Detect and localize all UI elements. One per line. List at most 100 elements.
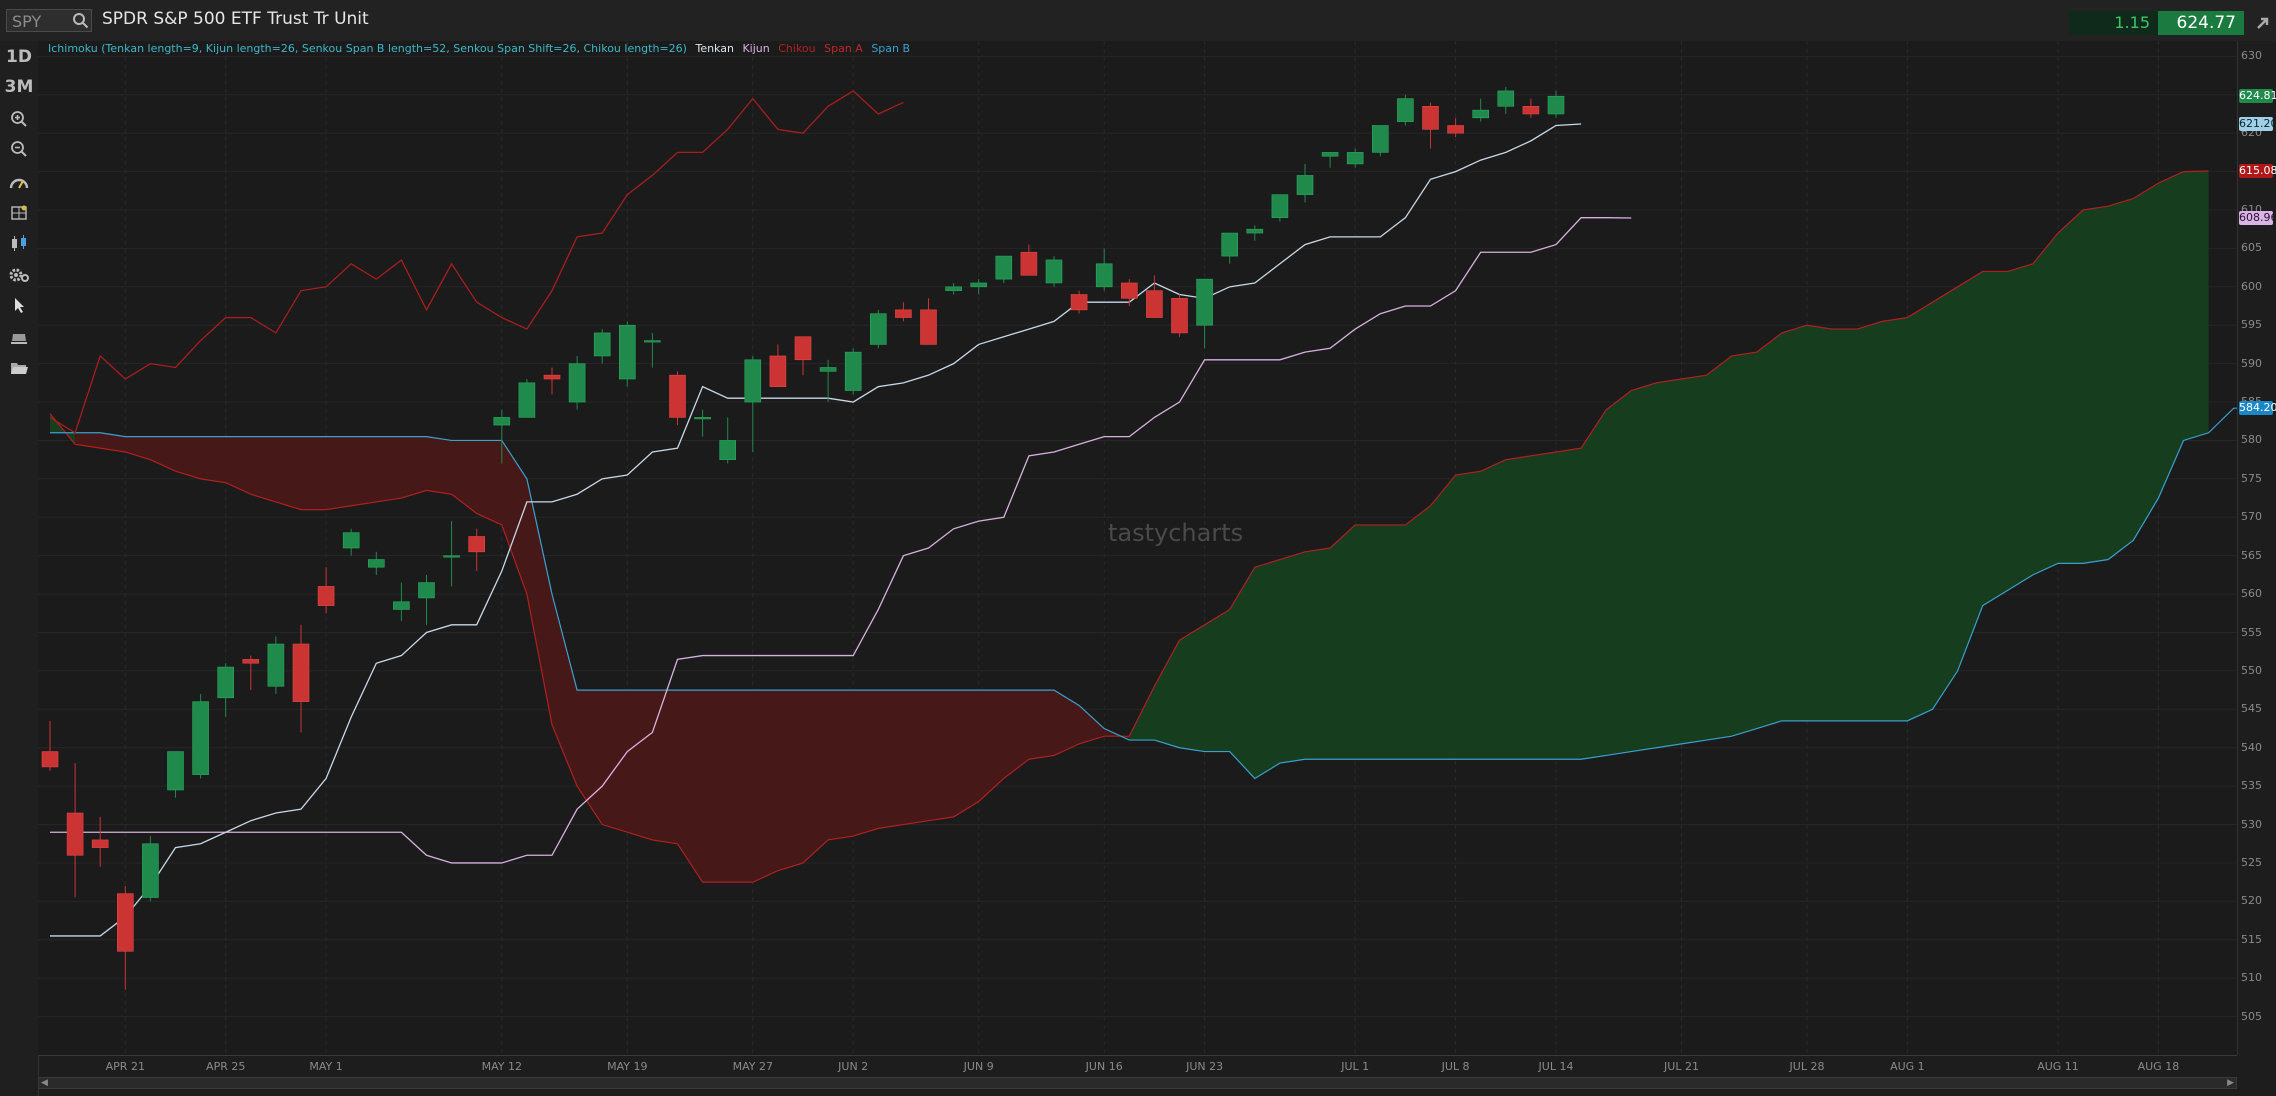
candlestick-icon[interactable]: [4, 231, 34, 255]
x-tick-label: AUG 11: [2037, 1060, 2079, 1073]
candle: [317, 567, 335, 614]
y-tick-label: 560: [2241, 587, 2262, 601]
candle: [1472, 98, 1489, 122]
price-axis[interactable]: 505 510 515 520 525 530 535 540 545 550 555 560 565 5…: [2237, 41, 2276, 1055]
legend-tenkan: Tenkan: [695, 42, 734, 55]
search-icon[interactable]: [72, 12, 89, 29]
candle: [1296, 163, 1314, 203]
settings-gears-icon[interactable]: [4, 263, 34, 287]
candle: [117, 886, 134, 990]
candle: [618, 321, 636, 387]
candle-body: [694, 417, 711, 420]
zoom-in-icon[interactable]: [4, 107, 34, 131]
candle: [493, 409, 511, 464]
y-tick-label: 520: [2241, 894, 2262, 908]
candle-body: [41, 751, 59, 768]
symbol-input[interactable]: SPY: [6, 9, 92, 32]
y-tick-label: 550: [2241, 663, 2262, 677]
candle-body: [1321, 152, 1339, 157]
zoom-out-icon[interactable]: [4, 137, 34, 161]
scroll-left-icon[interactable]: ◀: [41, 1078, 48, 1088]
candle-body: [1296, 175, 1314, 195]
candle: [91, 816, 109, 867]
candle-body: [970, 282, 988, 288]
candle-body: [869, 313, 887, 345]
x-tick-label: MAY 12: [481, 1060, 522, 1073]
span-a-line: [49, 170, 2209, 883]
candle: [769, 344, 787, 387]
legend-span-a: Span A: [824, 42, 863, 55]
candle-body: [618, 324, 636, 380]
candle-body: [242, 659, 260, 664]
legend-study-params: Ichimoku (Tenkan length=9, Kijun length=…: [48, 42, 687, 55]
candle-body: [1447, 125, 1464, 134]
candle-body: [142, 843, 159, 898]
cursor-arrow-icon[interactable]: [4, 293, 34, 317]
symbol-text: SPY: [12, 12, 42, 31]
gauge-icon[interactable]: [4, 171, 34, 195]
candle-body: [593, 332, 611, 357]
candle: [1121, 279, 1138, 307]
candle-body: [1020, 251, 1038, 276]
candle-body: [167, 751, 184, 791]
candle: [719, 417, 737, 464]
candle: [1020, 244, 1038, 276]
period-3m-button[interactable]: 3M: [4, 77, 34, 97]
y-tick-label: 545: [2241, 702, 2262, 716]
candle-body: [393, 601, 410, 610]
candle-body: [568, 363, 586, 403]
candle-body: [267, 643, 285, 687]
chart-scrollbar[interactable]: ◀ ▶: [38, 1077, 2237, 1089]
candle: [543, 367, 561, 395]
candle: [267, 636, 285, 694]
candle-body: [1070, 294, 1088, 311]
y-tick-label: 555: [2241, 625, 2262, 639]
y-tick-label: 580: [2241, 433, 2262, 447]
candle: [970, 279, 988, 295]
candle: [744, 355, 762, 452]
scroll-right-icon[interactable]: ▶: [2227, 1078, 2234, 1088]
candle: [920, 298, 937, 345]
candle: [1346, 148, 1364, 168]
candle-body: [1045, 259, 1063, 284]
y-tick-label: 600: [2241, 279, 2262, 293]
period-1d-button[interactable]: 1D: [6, 47, 32, 67]
candle-body: [518, 382, 536, 418]
folder-icon[interactable]: [4, 356, 34, 380]
candle: [1547, 90, 1565, 118]
chart-plot-area[interactable]: [38, 41, 2237, 1055]
candle-body: [66, 812, 84, 856]
x-tick-label: APR 25: [206, 1060, 246, 1073]
drawing-grid-icon[interactable]: [4, 201, 34, 225]
x-tick-label: JUN 9: [963, 1060, 994, 1073]
candle: [1522, 98, 1540, 118]
candle: [1372, 125, 1389, 157]
eraser-icon[interactable]: [4, 326, 34, 350]
price-badge: 615.08: [2239, 163, 2276, 178]
time-axis[interactable]: APR 21 APR 25 MAY 1 MAY 12 MAY 19 MAY 27 JUN 2…: [38, 1055, 2237, 1076]
candle-body: [1522, 105, 1540, 115]
candle-body: [1497, 90, 1515, 107]
y-tick-label: 530: [2241, 817, 2262, 831]
candle: [945, 282, 962, 295]
candle: [468, 528, 486, 572]
y-tick-label: 510: [2241, 971, 2262, 985]
candle: [66, 763, 84, 898]
candle: [895, 302, 912, 322]
candle: [1095, 248, 1113, 291]
candle: [568, 355, 586, 410]
candle-body: [367, 559, 385, 568]
candle-body: [1422, 105, 1439, 130]
candle: [844, 348, 862, 395]
last-price: 624.77: [2158, 11, 2244, 35]
trade-arrow-icon[interactable]: [2254, 14, 2272, 32]
candle: [1422, 102, 1439, 149]
candle-body: [493, 417, 511, 426]
price-badge: 584.20: [2239, 401, 2276, 416]
study-legend: Ichimoku (Tenkan length=9, Kijun length=…: [48, 42, 915, 55]
x-tick-label: JUN 23: [1186, 1060, 1224, 1073]
bullish-cloud: [1129, 170, 2209, 779]
candle-body: [91, 839, 109, 848]
price-badge: 624.81: [2239, 89, 2276, 104]
candle-body: [945, 286, 962, 291]
